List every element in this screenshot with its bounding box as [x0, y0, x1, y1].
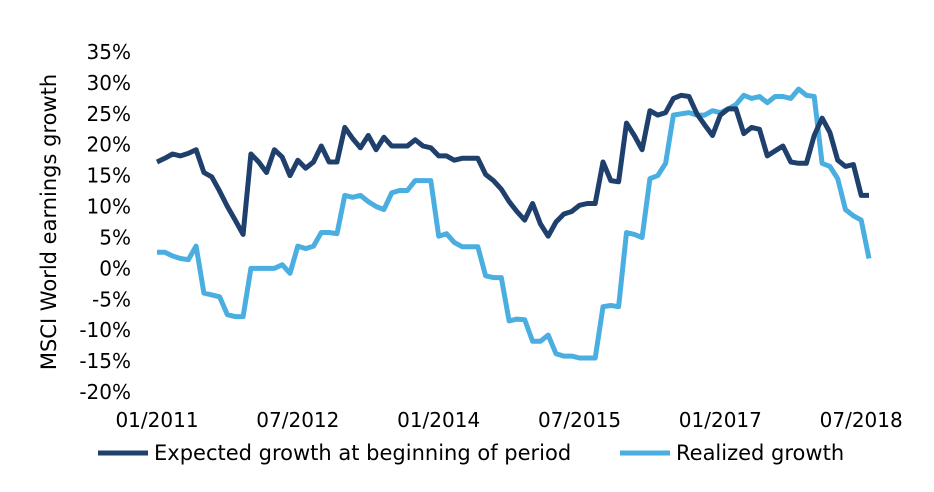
legend: Expected growth at beginning of period R… — [98, 441, 844, 465]
y-axis-title: MSCI World earnings growth — [37, 74, 61, 370]
series-lines — [155, 86, 872, 361]
y-tick-label: 20% — [87, 133, 131, 157]
series-line-expected — [155, 92, 869, 239]
x-tick-label: 07/2018 — [820, 408, 903, 432]
y-tick-label: -5% — [92, 287, 131, 311]
y-tick-label: 30% — [87, 71, 131, 95]
y-axis-ticks: 35% 30% 25% 20% 15% 10% 5% 0% -5% -10% -15% -20% — [79, 40, 131, 404]
x-tick-label: 07/2015 — [538, 408, 621, 432]
x-tick-label: 01/2011 — [115, 408, 198, 432]
y-tick-label: 5% — [99, 225, 131, 249]
y-tick-label: 35% — [87, 40, 131, 64]
series-line-realized — [157, 86, 872, 361]
y-tick-label: -15% — [79, 349, 131, 373]
y-tick-label: 25% — [87, 102, 131, 126]
x-tick-label: 07/2012 — [256, 408, 339, 432]
x-tick-label: 01/2017 — [679, 408, 762, 432]
legend-label-expected: Expected growth at beginning of period — [154, 441, 571, 465]
y-tick-label: 10% — [87, 195, 131, 219]
y-tick-label: 0% — [99, 256, 131, 280]
y-tick-label: -20% — [79, 380, 131, 404]
y-tick-label: -10% — [79, 318, 131, 342]
x-tick-label: 01/2014 — [397, 408, 480, 432]
x-axis-ticks: 01/2011 07/2012 01/2014 07/2015 01/2017 07/20… — [115, 408, 902, 432]
y-tick-label: 15% — [87, 164, 131, 188]
legend-label-realized: Realized growth — [676, 441, 844, 465]
